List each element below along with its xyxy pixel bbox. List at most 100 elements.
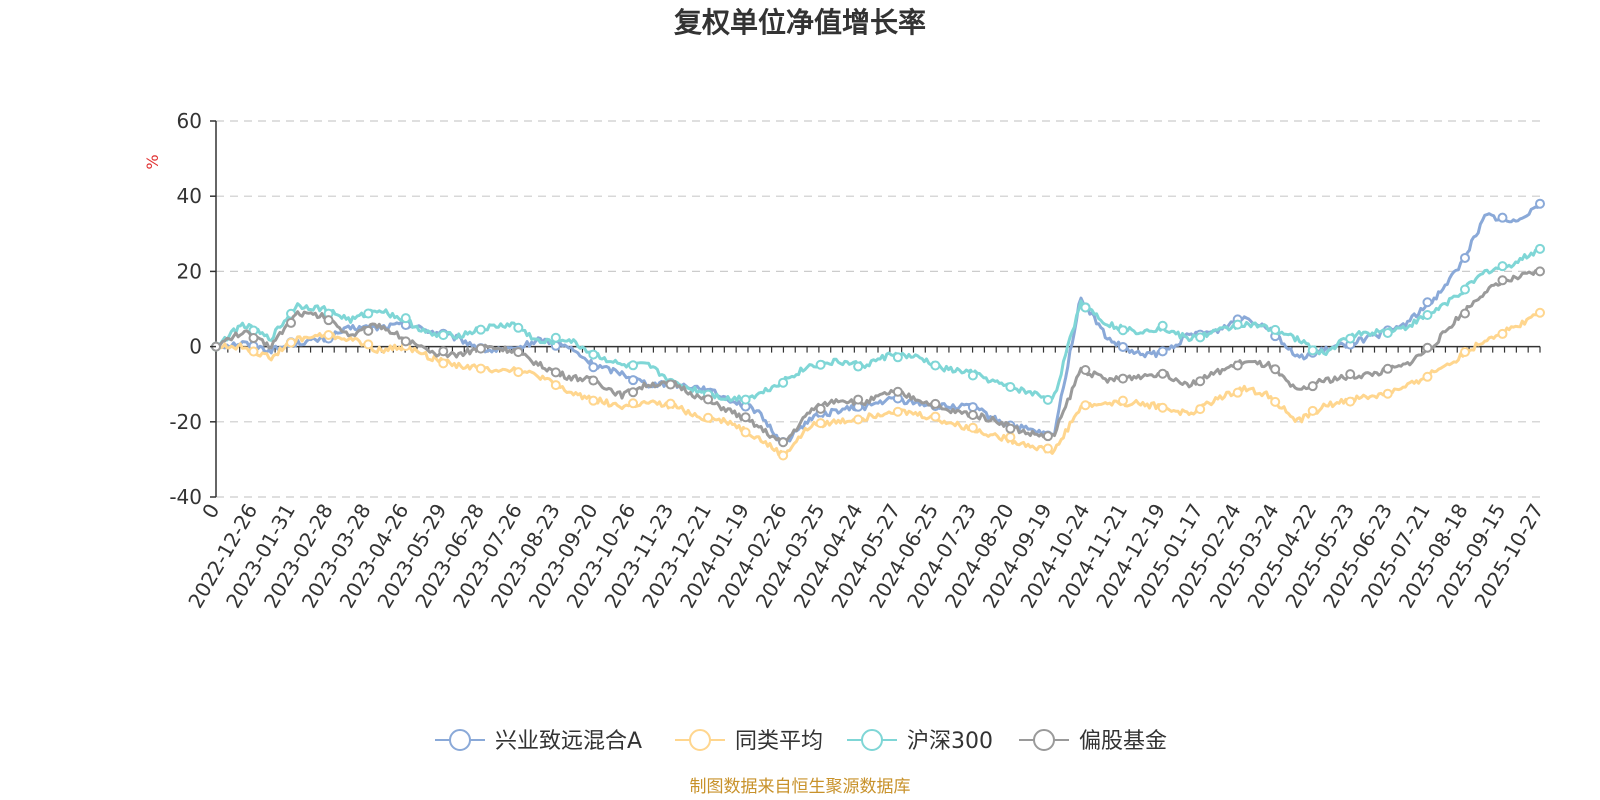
legend-label: 同类平均 [735, 729, 823, 754]
series-marker [815, 403, 826, 414]
series-marker [1117, 325, 1128, 336]
legend-item[interactable]: 沪深300 [847, 729, 993, 754]
series-marker [1345, 369, 1356, 380]
series-marker [930, 398, 941, 409]
y-tick-label: 20 [177, 259, 202, 283]
series-marker [1497, 328, 1508, 339]
legend-marker [861, 729, 883, 751]
series-marker [1157, 402, 1168, 413]
series-marker [930, 360, 941, 371]
axes [215, 121, 1541, 497]
series-marker [323, 329, 334, 340]
legend-item[interactable]: 兴业致远混合A [435, 729, 642, 754]
series-marker [1422, 297, 1433, 308]
series-marker [1307, 381, 1318, 392]
series-marker [286, 337, 297, 348]
series-marker [1195, 332, 1206, 343]
y-tick-label: 0 [189, 335, 202, 359]
series-line [215, 311, 1542, 457]
series-marker [1535, 198, 1545, 209]
series-marker [1382, 363, 1393, 374]
series-marker [1307, 345, 1318, 356]
series-line [215, 202, 1542, 446]
series-marker [1307, 405, 1318, 416]
series-marker [588, 349, 599, 360]
series-marker [1422, 309, 1433, 320]
series-marker [588, 362, 599, 373]
series-marker [438, 358, 449, 369]
series-marker [1042, 443, 1053, 454]
series-marker [1232, 360, 1243, 371]
legend-item[interactable]: 偏股基金 [1019, 729, 1167, 754]
series-marker [1080, 302, 1091, 313]
series-marker [1459, 284, 1470, 295]
series-marker [1497, 212, 1508, 223]
series-marker [1195, 376, 1206, 387]
series-marker [778, 437, 789, 448]
series-marker [513, 347, 524, 358]
series-marker [363, 325, 374, 336]
series-marker [400, 313, 411, 324]
series-marker [323, 315, 334, 326]
series-marker [1422, 371, 1433, 382]
series-marker [892, 406, 903, 417]
series-marker [1232, 387, 1243, 398]
y-tick-label: -20 [169, 410, 202, 434]
legend[interactable]: 兴业致远混合A 同类平均 沪深300 偏股基金 [435, 729, 1167, 754]
series-marker [1232, 319, 1243, 330]
y-tick-label: -40 [169, 485, 202, 509]
series-marker [1345, 396, 1356, 407]
series-marker [286, 317, 297, 328]
legend-label: 兴业致远混合A [495, 729, 642, 754]
series-marker [892, 386, 903, 397]
series-marker [1497, 261, 1508, 272]
legend-marker [449, 729, 471, 751]
y-tick-label: 40 [177, 184, 202, 208]
series-marker [892, 352, 903, 363]
series-marker [1535, 266, 1545, 277]
series-marker [1345, 333, 1356, 344]
series-marker [778, 377, 789, 388]
series-marker [1459, 252, 1470, 263]
series-marker [1080, 400, 1091, 411]
series-marker [628, 360, 639, 371]
series-marker [815, 359, 826, 370]
series-marker [967, 409, 978, 420]
series-marker [1005, 423, 1016, 434]
legend-marker [689, 729, 711, 751]
series-marker [1080, 365, 1091, 376]
x-tick-labels: 02022-12-262023-01-312023-02-282023-03-2… [183, 499, 1548, 612]
y-tick-label: 60 [177, 109, 202, 133]
series-marker [703, 394, 714, 405]
series-marker [588, 395, 599, 406]
series-marker [1497, 275, 1508, 286]
series-marker [1117, 341, 1128, 352]
series-line [215, 247, 1541, 403]
legend-item[interactable]: 同类平均 [675, 729, 823, 754]
series-marker [1535, 307, 1545, 318]
grid-lines [216, 120, 1540, 498]
series-marker [475, 324, 486, 335]
series-marker [1005, 381, 1016, 392]
series-marker [248, 333, 259, 344]
series-marker [248, 346, 259, 357]
series-marker [1270, 364, 1281, 375]
series-marker [1157, 368, 1168, 379]
legend-label: 偏股基金 [1079, 729, 1167, 754]
series-marker [740, 394, 751, 405]
series-marker [1422, 342, 1433, 353]
series-marker [853, 394, 864, 405]
series-marker [1042, 431, 1053, 442]
series-marker [967, 402, 978, 413]
series-marker [628, 398, 639, 409]
series-marker [1459, 346, 1470, 357]
y-axis-unit: % [143, 154, 162, 169]
series-marker [1382, 388, 1393, 399]
series-marker [740, 412, 751, 423]
series-line [215, 268, 1541, 444]
series-marker [475, 363, 486, 374]
series-marker [1195, 404, 1206, 415]
series-marker [550, 367, 561, 378]
series-marker [1157, 346, 1168, 357]
